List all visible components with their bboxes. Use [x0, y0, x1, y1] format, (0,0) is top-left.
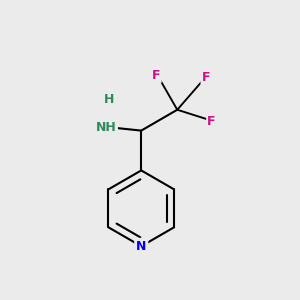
Text: H: H	[104, 93, 115, 106]
Text: F: F	[152, 69, 161, 82]
Text: F: F	[202, 71, 210, 84]
Text: N: N	[136, 240, 146, 253]
Text: F: F	[207, 115, 216, 128]
Text: NH: NH	[96, 121, 117, 134]
